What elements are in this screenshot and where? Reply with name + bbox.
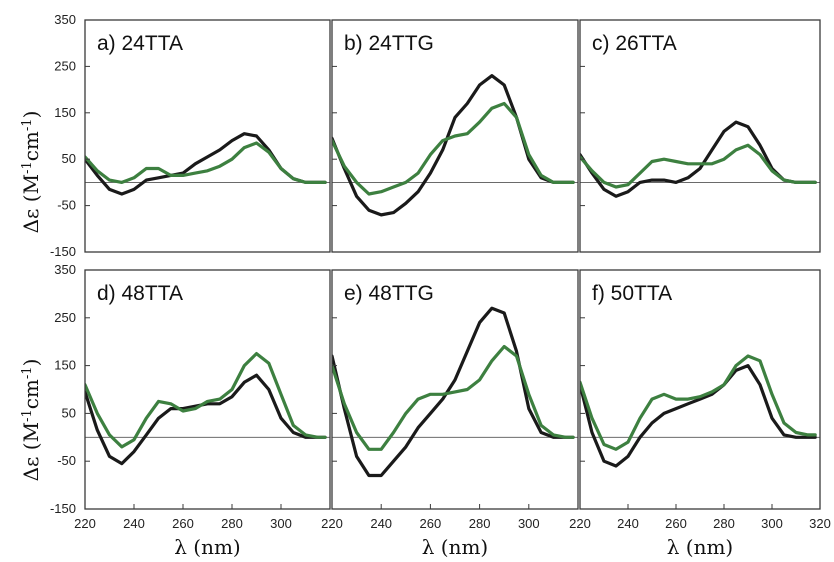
y-tick-label: -50 <box>57 453 76 468</box>
panel-label: a) 24TTA <box>97 32 183 55</box>
panel-label: f) 50TTA <box>592 282 672 305</box>
green-trace <box>332 101 575 196</box>
green-trace <box>332 344 575 451</box>
panel-6: f) 50TTA <box>579 269 821 510</box>
x-tick-label: 240 <box>123 516 145 531</box>
green-trace <box>580 354 817 451</box>
panel-2: b) 24TTG <box>331 19 579 253</box>
x-tick-label: 300 <box>761 516 783 531</box>
green-trace <box>85 141 327 184</box>
x-tick-label: 260 <box>172 516 194 531</box>
panel-frame <box>331 19 579 253</box>
y-tick-label: -150 <box>50 501 76 516</box>
panel-4: d) 48TTA <box>84 269 331 510</box>
panel-label: b) 24TTG <box>344 32 434 55</box>
x-tick-label: 280 <box>469 516 491 531</box>
y-tick-label: 350 <box>54 12 76 27</box>
x-tick-label: 280 <box>713 516 735 531</box>
x-tick-label: 220 <box>321 516 343 531</box>
panel-frame <box>579 19 821 253</box>
x-tick-label: 320 <box>809 516 831 531</box>
x-tick-label: 220 <box>569 516 591 531</box>
black-trace <box>85 373 327 466</box>
y-tick-label: 50 <box>62 405 76 420</box>
x-tick-label: 300 <box>518 516 540 531</box>
y-axis-title: Δε (M-1cm-1) <box>19 111 43 234</box>
x-axis-title: λ (nm) <box>174 535 240 559</box>
y-tick-label: 250 <box>54 58 76 73</box>
black-trace <box>85 132 327 196</box>
panel-frame <box>84 269 331 510</box>
panels-layer: a) 24TTA b) 24TTG c) 26TTA d) 48TTA e) 48TTG… <box>84 19 821 510</box>
x-tick-label: 260 <box>420 516 442 531</box>
panel-frame <box>331 269 579 510</box>
y-tick-label: 250 <box>54 310 76 325</box>
green-trace <box>85 352 327 449</box>
panel-label: e) 48TTG <box>344 282 434 305</box>
y-tick-label: 150 <box>54 105 76 120</box>
x-axis-title: λ (nm) <box>422 535 488 559</box>
x-tick-label: 280 <box>221 516 243 531</box>
y-tick-label: 150 <box>54 358 76 373</box>
y-tick-label: -150 <box>50 244 76 259</box>
black-trace <box>332 306 575 478</box>
y-tick-label: 350 <box>54 262 76 277</box>
x-axis-title: λ (nm) <box>667 535 733 559</box>
y-axis-title: Δε (M-1cm-1) <box>19 359 43 482</box>
y-tick-label: -50 <box>57 198 76 213</box>
x-tick-label: 240 <box>617 516 639 531</box>
green-trace <box>580 143 817 189</box>
panel-frame <box>84 19 331 253</box>
panel-label: d) 48TTA <box>97 282 183 305</box>
panel-3: c) 26TTA <box>579 19 821 253</box>
x-tick-label: 260 <box>665 516 687 531</box>
x-tick-label: 220 <box>74 516 96 531</box>
black-trace <box>580 364 817 468</box>
panel-5: e) 48TTG <box>331 269 579 510</box>
axes-layer: -150 -50 50 150 250 350 -150 -50 50 150 250 350 220 2… <box>50 12 831 559</box>
panel-frame <box>579 269 821 510</box>
y-tick-label: 50 <box>62 151 76 166</box>
x-tick-label: 300 <box>270 516 292 531</box>
panel-1: a) 24TTA <box>84 19 331 253</box>
x-tick-label: 240 <box>370 516 392 531</box>
panel-label: c) 26TTA <box>592 32 677 55</box>
